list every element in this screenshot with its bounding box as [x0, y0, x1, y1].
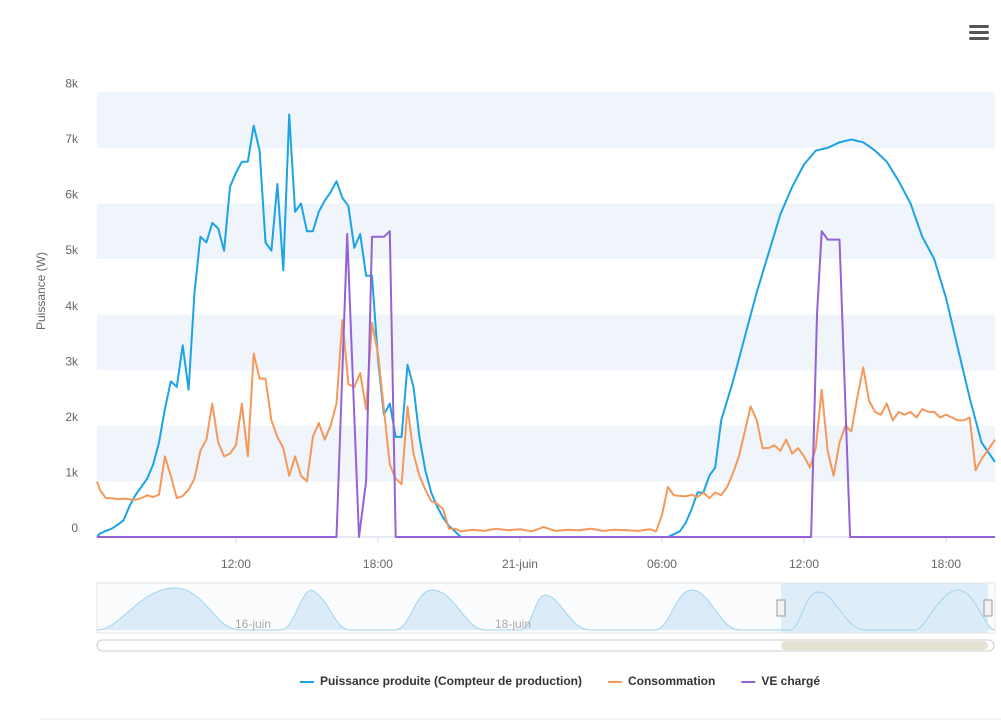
- x-tick-label: 12:00: [221, 557, 251, 571]
- grid-band: [97, 425, 995, 482]
- x-tick-label: 18:00: [931, 557, 961, 571]
- legend-item[interactable]: Consommation: [607, 674, 715, 688]
- legend-item[interactable]: VE chargé: [741, 674, 820, 688]
- menu-button[interactable]: [969, 25, 989, 40]
- x-tick-label: 06:00: [647, 557, 677, 571]
- menu-bar[interactable]: [969, 37, 989, 40]
- y-tick-label: 5k: [65, 243, 79, 257]
- x-tick-label: 12:00: [789, 557, 819, 571]
- series-line: [96, 319, 996, 533]
- legend: Puissance produite (Compteur de producti…: [299, 674, 820, 688]
- navigator-area: [96, 587, 996, 631]
- navigator-handle[interactable]: [776, 599, 786, 617]
- x-tick-label: 21-juin: [502, 557, 538, 571]
- grid-band: [97, 92, 995, 148]
- navigator-label: 18-juin: [495, 617, 531, 631]
- plot-background: [97, 92, 995, 482]
- x-tick-label: 18:00: [363, 557, 393, 571]
- legend-text: Puissance produite (Compteur de producti…: [320, 674, 582, 688]
- menu-bar[interactable]: [969, 25, 989, 28]
- y-tick-label: 1k: [65, 466, 79, 480]
- y-tick-label: 0: [71, 521, 78, 535]
- y-tick-label: 6k: [65, 188, 79, 202]
- menu-bar[interactable]: [969, 31, 989, 34]
- navigator[interactable]: 16-juin 18-juin: [96, 582, 996, 652]
- navigator-handle[interactable]: [983, 599, 993, 617]
- legend-text: VE chargé: [761, 674, 820, 688]
- series-line: [97, 230, 995, 538]
- scrollbar-thumb[interactable]: [781, 641, 988, 650]
- y-tick-label: 3k: [65, 354, 79, 368]
- grid-band: [97, 314, 995, 371]
- y-tick-label: 4k: [65, 299, 79, 313]
- navigator-label: 16-juin: [235, 617, 271, 631]
- y-tick-label: 7k: [65, 132, 79, 146]
- grid-band: [97, 203, 995, 260]
- y-tick-label: 8k: [65, 76, 79, 90]
- y-tick-label: 2k: [65, 410, 79, 424]
- legend-item[interactable]: Puissance produite (Compteur de producti…: [299, 674, 582, 688]
- y-axis-title: Puissance (W): [34, 252, 48, 330]
- legend-text: Consommation: [628, 674, 715, 688]
- series-line: [96, 113, 996, 538]
- scrollbar-track[interactable]: [96, 639, 995, 652]
